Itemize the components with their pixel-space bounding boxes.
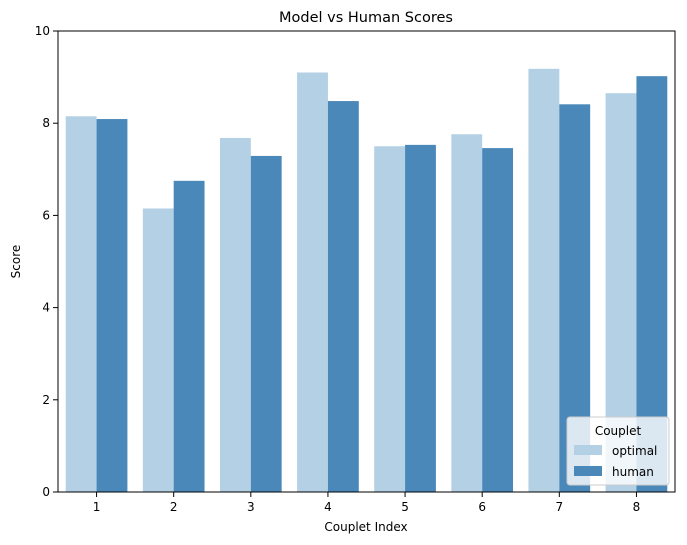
x-tick-label: 1 — [93, 500, 101, 514]
legend-label-optimal: optimal — [612, 444, 657, 458]
x-axis: 1 2 3 4 5 6 7 8 — [93, 492, 641, 514]
x-tick-label: 4 — [324, 500, 332, 514]
legend-swatch-human — [574, 466, 602, 476]
y-tick-label: 6 — [42, 208, 50, 222]
y-axis-title: Score — [9, 245, 23, 279]
bar-human-1 — [96, 119, 128, 493]
bar-human-4 — [327, 101, 359, 493]
bar-optimal-2 — [142, 208, 174, 493]
bar-optimal-5 — [374, 146, 406, 492]
y-tick-label: 4 — [42, 301, 50, 315]
y-tick-label: 10 — [35, 24, 50, 38]
legend: Couplet optimal human — [566, 416, 670, 486]
legend-swatch-optimal — [574, 445, 602, 455]
plot-frame — [57, 30, 676, 493]
x-axis-title: Couplet Index — [324, 520, 407, 534]
bar-optimal-6 — [451, 134, 483, 492]
bar-human-6 — [482, 148, 514, 492]
x-tick-label: 2 — [170, 500, 178, 514]
y-axis: 0 2 4 6 8 10 — [35, 24, 58, 499]
x-tick-label: 3 — [247, 500, 255, 514]
bar-human-2 — [173, 180, 205, 492]
chart-title: Model vs Human Scores — [279, 10, 453, 26]
legend-label-human: human — [612, 465, 654, 479]
x-tick-label: 8 — [633, 500, 641, 514]
legend-title: Couplet — [595, 424, 642, 438]
bar-optimal-1 — [65, 116, 97, 492]
bar-optimal-4 — [297, 72, 328, 493]
x-tick-label: 6 — [478, 500, 486, 514]
bar-optimal-7 — [528, 68, 560, 492]
y-tick-label: 2 — [42, 393, 50, 407]
x-tick-label: 5 — [401, 500, 409, 514]
bar-human-3 — [250, 155, 282, 492]
bar-optimal-3 — [219, 137, 251, 492]
x-tick-label: 7 — [555, 500, 563, 514]
y-tick-label: 8 — [42, 116, 50, 130]
bar-human-5 — [405, 144, 436, 492]
y-tick-label: 0 — [42, 485, 50, 499]
